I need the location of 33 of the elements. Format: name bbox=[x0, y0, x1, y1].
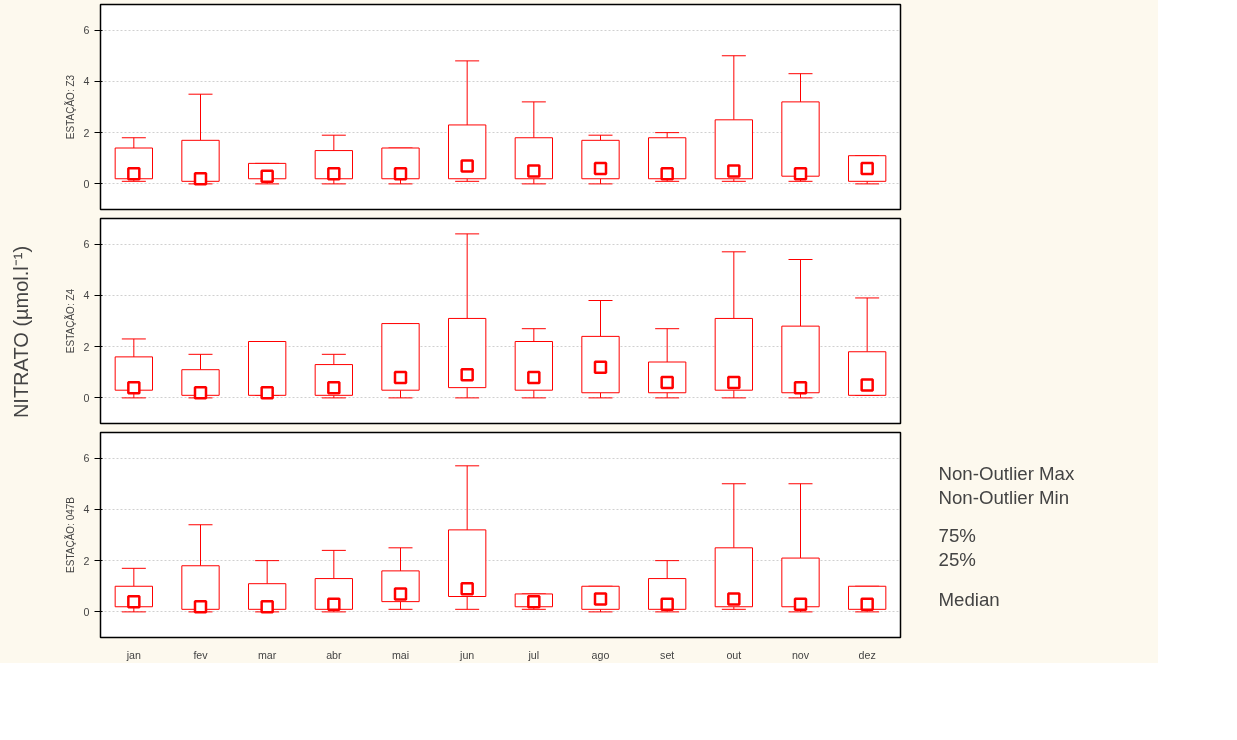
x-tick-label: jan bbox=[125, 648, 142, 661]
y-axis-title: ESTAÇÃO: Z3 bbox=[63, 74, 76, 140]
y-tick-label: 6 bbox=[83, 238, 90, 251]
x-tick-label: jun bbox=[459, 648, 475, 661]
text: Median bbox=[938, 589, 1000, 610]
text: Non-Outlier Max bbox=[938, 463, 1075, 484]
y-tick-label: 0 bbox=[83, 605, 90, 618]
y-axis-title: ESTAÇÃO: 047B bbox=[63, 496, 76, 573]
x-tick-label: mar bbox=[257, 648, 277, 661]
x-tick-label: fev bbox=[193, 648, 209, 661]
text: Non-Outlier Min bbox=[938, 487, 1070, 508]
x-tick-label: mai bbox=[391, 648, 410, 661]
y-tick-label: 2 bbox=[83, 554, 90, 567]
x-tick-label: set bbox=[660, 648, 675, 661]
x-tick-label: jul bbox=[527, 648, 540, 661]
y-axis-title: ESTAÇÃO: Z4 bbox=[63, 288, 76, 354]
text: 25% bbox=[938, 549, 976, 570]
x-tick-label: nov bbox=[791, 648, 810, 661]
y-tick-label: 4 bbox=[83, 503, 90, 516]
text: 75% bbox=[938, 525, 976, 546]
y-tick-label: 6 bbox=[83, 452, 90, 465]
x-tick-label: ago bbox=[591, 648, 610, 661]
x-tick-label: dez bbox=[858, 648, 876, 661]
y-tick-label: 0 bbox=[83, 177, 90, 190]
y-tick-label: 4 bbox=[83, 289, 90, 302]
y-tick-label: 2 bbox=[83, 126, 90, 139]
x-tick-label: abr bbox=[326, 648, 342, 661]
x-tick-label: out bbox=[726, 648, 742, 661]
y-tick-label: 0 bbox=[83, 391, 90, 404]
y-tick-label: 4 bbox=[83, 75, 90, 88]
y-tick-label: 6 bbox=[83, 24, 90, 37]
text: NITRATO (µmol.l⁻¹) bbox=[9, 245, 32, 419]
y-tick-label: 2 bbox=[83, 340, 90, 353]
